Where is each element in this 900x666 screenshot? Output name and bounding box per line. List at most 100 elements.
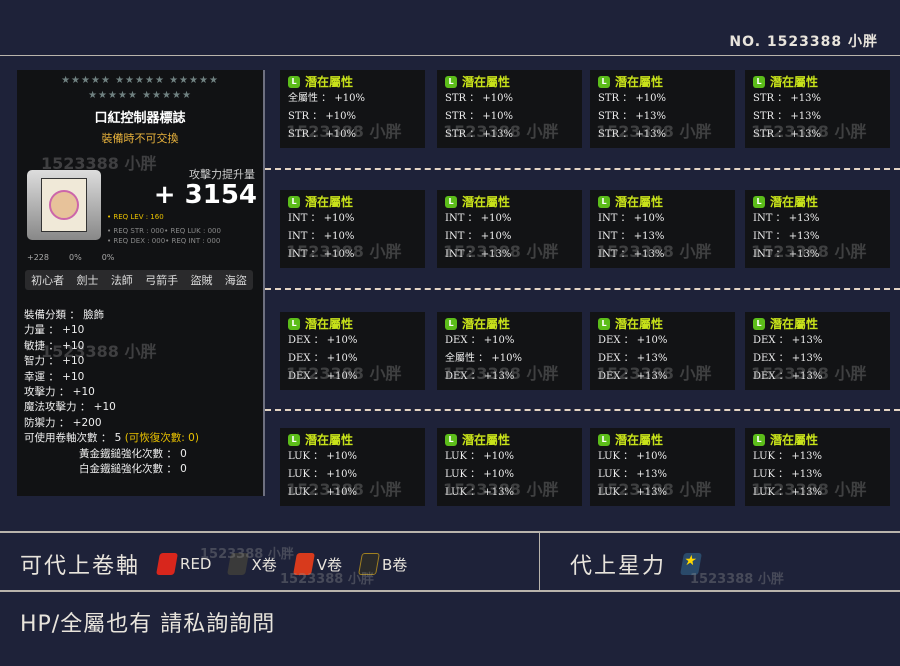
potential-title: 潛在屬性 — [615, 75, 664, 89]
potential-title: 潛在屬性 — [615, 317, 664, 331]
footer-divider — [0, 590, 900, 592]
potential-line: INT ： +13% — [753, 249, 820, 260]
x-scroll-icon — [227, 553, 250, 575]
potential-line: STR ： +13% — [598, 129, 667, 140]
potential-title: 潛在屬性 — [462, 195, 511, 209]
stat-line: 防禦力 ： +200 — [24, 416, 102, 429]
potential-card: L 潛在屬性 STR ： +10% STR ： +10% STR ： +13% 15233… — [437, 70, 582, 148]
starforce: 代上星力 ★ — [570, 548, 704, 580]
potential-line: LUK ： +10% — [288, 451, 357, 462]
legendary-icon: L — [288, 317, 300, 330]
potential-line: LUK ： +13% — [753, 487, 822, 498]
job-magician: 法師 — [110, 274, 133, 287]
potential-header: L 潛在屬性 — [288, 315, 417, 332]
potential-card: L 潛在屬性 LUK ： +10% LUK ： +10% LUK ： +13% 15233… — [437, 428, 582, 506]
stat-line: 魔法攻擊力 ： +10 — [24, 401, 116, 414]
req-dex-int: • REQ DEX : 000• REQ INT : 000 — [107, 237, 221, 245]
potential-line: LUK ： +10% — [445, 451, 514, 462]
legendary-icon: L — [288, 195, 300, 208]
scroll-slots: 可使用卷軸次數 ： 5 (可恢復次數: 0) — [24, 431, 199, 446]
item-stats: 裝備分類 ： 臉飾 力量 ： +10 敏捷 ： +10 智力 ： +10 幸運 … — [24, 308, 199, 477]
legendary-icon: L — [598, 195, 610, 208]
red-scroll-icon — [156, 553, 178, 575]
potential-line: INT ： +10% — [288, 249, 355, 260]
potential-line: STR ： +13% — [753, 129, 822, 140]
header-divider — [0, 55, 900, 56]
job-requirements: 初心者 劍士 法師 弓箭手 盜賊 海盜 — [25, 270, 253, 290]
stat-line: 攻擊力 ： +10 — [24, 386, 95, 399]
potential-card: L 潛在屬性 STR ： +10% STR ： +13% STR ： +13% 15233… — [590, 70, 735, 148]
potential-title: 潛在屬性 — [770, 75, 819, 89]
potential-line: LUK ： +13% — [753, 469, 822, 480]
gold-hammer-count: 黃金鐵鎚強化次數 ： 0 — [79, 447, 187, 460]
potential-title: 潛在屬性 — [615, 195, 664, 209]
scroll-label: B卷 — [382, 555, 408, 574]
potential-line: DEX ： +10% — [288, 371, 358, 382]
potential-title: 潛在屬性 — [770, 317, 819, 331]
potential-line: INT ： +13% — [753, 231, 820, 242]
potential-line: DEX ： +13% — [753, 335, 823, 346]
potential-line: STR ： +13% — [753, 93, 822, 104]
potential-header: L 潛在屬性 — [753, 193, 882, 210]
potential-header: L 潛在屬性 — [753, 315, 882, 332]
attack-increase-value: + 3154 — [153, 180, 257, 210]
star-force-row-2: ★★★★★ ★★★★★ — [88, 90, 192, 101]
potential-header: L 潛在屬性 — [445, 193, 574, 210]
potential-title: 潛在屬性 — [305, 433, 354, 447]
potential-line: DEX ： +13% — [753, 371, 823, 382]
potential-card: L 潛在屬性 DEX ： +13% DEX ： +13% DEX ： +13% 15233… — [745, 312, 890, 390]
rate-1: 0% — [68, 253, 82, 262]
potential-line: INT ： +10% — [288, 231, 355, 242]
recover-count: (可恢復次數: 0) — [124, 432, 199, 445]
scroll-label: RED — [180, 555, 212, 573]
potential-line: LUK ： +10% — [288, 469, 357, 480]
legendary-icon: L — [753, 317, 765, 330]
potential-title: 潛在屬性 — [462, 75, 511, 89]
star-force-row-1: ★★★★★ ★★★★★ ★★★★★ — [61, 75, 219, 86]
potential-line: INT ： +10% — [445, 231, 512, 242]
v-scroll-icon — [292, 553, 315, 575]
serial-number: NO. 1523388 小胖 — [729, 34, 878, 50]
potential-header: L 潛在屬性 — [288, 193, 417, 210]
item-name: 口紅控制器標誌 — [94, 111, 186, 126]
job-archer: 弓箭手 — [145, 274, 179, 287]
potential-line: LUK ： +13% — [598, 487, 667, 498]
potential-title: 潛在屬性 — [305, 75, 354, 89]
potential-line: DEX ： +13% — [445, 371, 515, 382]
legendary-icon: L — [445, 433, 457, 446]
legendary-icon: L — [598, 317, 610, 330]
potential-line: INT ： +13% — [753, 213, 820, 224]
star-scroll-icon: ★ — [680, 553, 702, 575]
potential-card: L 潛在屬性 INT ： +10% INT ： +13% INT ： +13% 15233… — [590, 190, 735, 268]
upgrade-count: +228 — [27, 253, 49, 262]
potential-line: LUK ： +10% — [445, 469, 514, 480]
potential-line: DEX ： +10% — [598, 335, 668, 346]
scroll-v: V卷 — [292, 553, 342, 575]
potential-card: L 潛在屬性 INT ： +10% INT ： +10% INT ： +10% 15233… — [280, 190, 425, 268]
footer-note: HP/全屬也有 請私詢詢問 — [20, 612, 276, 637]
row-separator — [265, 288, 900, 290]
stat-line: 智力 ： +10 — [24, 355, 85, 368]
stat-line: 幸運 ： +10 — [24, 370, 85, 383]
legendary-icon: L — [445, 317, 457, 330]
misc-stats-row: +228 0% 0% — [27, 253, 257, 262]
legendary-icon: L — [753, 433, 765, 446]
item-icon — [27, 170, 101, 240]
potential-line: INT ： +10% — [598, 213, 665, 224]
potential-header: L 潛在屬性 — [598, 431, 727, 448]
scroll-count: 可使用卷軸次數 ： 5 — [24, 432, 125, 445]
scroll-red: RED — [156, 553, 212, 575]
potential-title: 潛在屬性 — [462, 317, 511, 331]
potential-card: L 潛在屬性 LUK ： +10% LUK ： +10% LUK ： +10% 15233… — [280, 428, 425, 506]
potential-header: L 潛在屬性 — [598, 193, 727, 210]
attack-increase-label: 攻擊力提升量 — [189, 168, 255, 181]
legendary-icon: L — [598, 433, 610, 446]
row-separator — [265, 168, 900, 170]
potential-card: L 潛在屬性 DEX ： +10% DEX ： +10% DEX ： +10% 15233… — [280, 312, 425, 390]
potential-line: INT ： +13% — [445, 249, 512, 260]
item-tooltip: ★★★★★ ★★★★★ ★★★★★ ★★★★★ ★★★★★ 口紅控制器標誌 裝備… — [17, 70, 265, 496]
potential-line: 全屬性 ： +10% — [288, 93, 365, 104]
legendary-icon: L — [288, 433, 300, 446]
potential-card: L 潛在屬性 DEX ： +10% DEX ： +13% DEX ： +13% 15233… — [590, 312, 735, 390]
potential-header: L 潛在屬性 — [598, 73, 727, 90]
